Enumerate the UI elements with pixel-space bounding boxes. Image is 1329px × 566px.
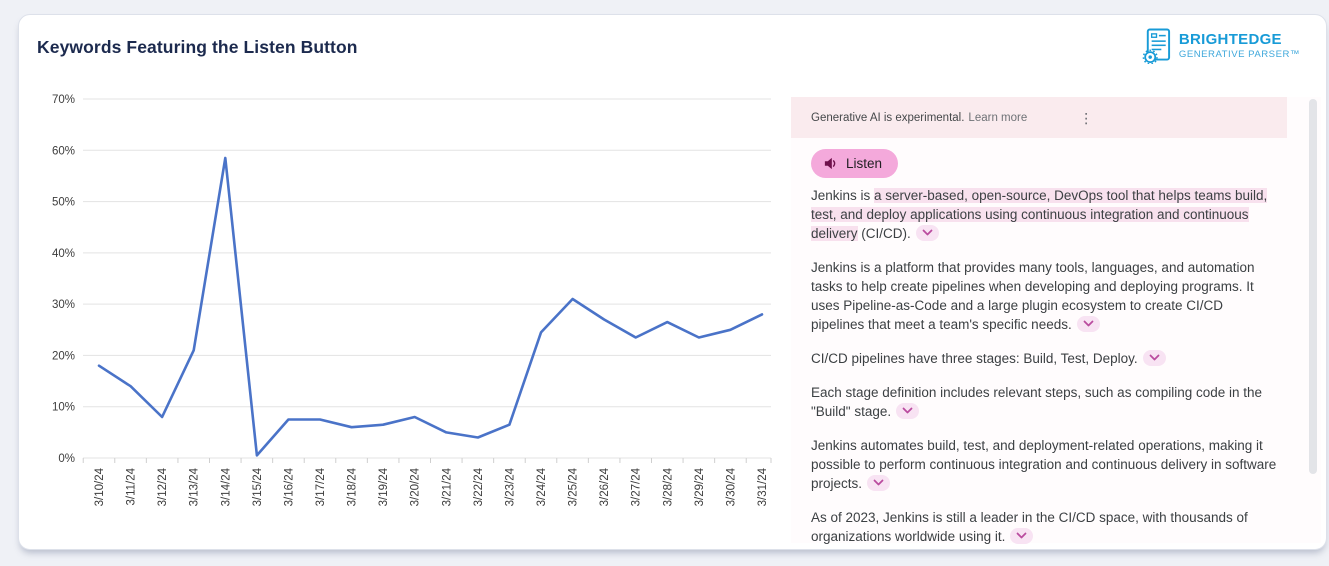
x-axis-label: 3/13/24 (189, 467, 201, 506)
listen-button[interactable]: Listen (811, 149, 899, 178)
answer-text: As of 2023, Jenkins is still a leader in… (811, 510, 1248, 544)
speaker-icon (824, 157, 836, 170)
plain-text: As of 2023, Jenkins is still a leader in… (811, 510, 1248, 544)
x-axis-label: 3/20/24 (410, 467, 422, 506)
answer-paragraph: CI/CD pipelines have three stages: Build… (811, 349, 1279, 368)
expand-chip[interactable] (896, 403, 920, 419)
y-axis-label: 70% (52, 94, 75, 106)
listen-label: Listen (846, 156, 883, 171)
x-axis-label: 3/10/24 (94, 467, 106, 506)
ai-answers: Jenkins is a server-based, open-source, … (811, 186, 1279, 561)
answer-text: Jenkins is a platform that provides many… (811, 260, 1255, 332)
brand-tagline: GENERATIVE PARSER™ (1178, 48, 1300, 60)
plain-text: Jenkins is a platform that provides many… (811, 260, 1255, 332)
plain-text: Each stage definition includes relevant … (811, 385, 1263, 419)
answer-text: Each stage definition includes relevant … (811, 385, 1262, 419)
x-axis-label: 3/18/24 (347, 467, 359, 506)
answer-text: Jenkins automates build, test, and deplo… (811, 438, 1276, 491)
x-axis-label: 3/25/24 (568, 467, 580, 506)
x-axis-label: 3/19/24 (378, 467, 390, 506)
x-axis-label: 3/22/24 (473, 467, 485, 506)
plain-text: (CI/CD). (857, 226, 911, 241)
expand-chip[interactable] (915, 225, 939, 241)
x-axis-label: 3/17/24 (315, 467, 327, 506)
answer-paragraph: As of 2023, Jenkins is still a leader in… (811, 508, 1279, 546)
chevron-down-icon (1016, 532, 1027, 539)
y-axis-label: 50% (52, 197, 75, 209)
x-axis-label: 3/26/24 (599, 467, 611, 506)
answer-paragraph: Each stage definition includes relevant … (811, 383, 1279, 421)
brand-name: BRIGHTEDGE (1178, 30, 1282, 48)
x-axis-label: 3/16/24 (283, 467, 295, 506)
page-title: Keywords Featuring the Listen Button (37, 37, 358, 57)
line-chart: 0% 10% 20% 30% 40% 50% 60% 70% 3/10/24 3/11/24 3/1… (52, 94, 772, 506)
y-axis-label: 60% (52, 145, 75, 157)
answer-text: CI/CD pipelines have three stages: Build… (811, 351, 1138, 366)
answer-paragraph: Jenkins automates build, test, and deplo… (811, 436, 1279, 493)
expand-chip[interactable] (1010, 528, 1034, 544)
plain-text: Jenkins automates build, test, and deplo… (811, 438, 1277, 491)
answer-paragraph: Jenkins is a server-based, open-source, … (811, 186, 1279, 243)
y-axis-label: 10% (52, 402, 75, 414)
chevron-down-icon (902, 407, 913, 414)
x-axis-label: 3/23/24 (504, 467, 516, 506)
learn-more-link[interactable]: Learn more (968, 111, 1028, 124)
data-series-line (97, 156, 764, 457)
chevron-down-icon (922, 229, 933, 236)
chevron-down-icon (1083, 320, 1094, 327)
x-axis-label: 3/30/24 (725, 467, 737, 506)
document-parser-icon (1142, 28, 1170, 64)
y-axis-label: 0% (58, 453, 75, 465)
x-axis-label: 3/11/24 (126, 467, 138, 505)
y-axis-label: 40% (52, 248, 75, 260)
expand-chip[interactable] (1142, 350, 1166, 366)
x-axis-label: 3/24/24 (536, 467, 548, 506)
x-axis-label: 3/28/24 (662, 467, 674, 506)
x-axis-label: 3/15/24 (252, 467, 264, 506)
overflow-menu-icon[interactable]: ⋮ (1079, 109, 1094, 126)
expand-chip[interactable] (867, 475, 891, 491)
x-axis-label: 3/14/24 (220, 467, 232, 506)
brand-logo: BRIGHTEDGE GENERATIVE PARSER™ (1141, 27, 1300, 64)
ai-overview-panel: Generative AI is experimental. Learn mor… (791, 97, 1321, 544)
chevron-down-icon (1149, 354, 1160, 361)
y-axis-label: 30% (52, 299, 75, 311)
answer-paragraph: Jenkins is a platform that provides many… (811, 258, 1279, 334)
report-card: Keywords Featuring the Listen Button BRI… (18, 14, 1327, 550)
answer-text: Jenkins is a server-based, open-source, … (811, 188, 1268, 241)
x-axis-label: 3/21/24 (441, 467, 453, 506)
panel-scrollbar[interactable] (1309, 99, 1317, 474)
plain-text: Jenkins is (811, 188, 875, 203)
chevron-down-icon (873, 479, 884, 486)
x-axis-label: 3/29/24 (694, 467, 706, 506)
plain-text: CI/CD pipelines have three stages: Build… (811, 351, 1138, 366)
x-axis-label: 3/27/24 (631, 467, 643, 506)
y-axis-label: 20% (52, 350, 75, 362)
brand-text: BRIGHTEDGE GENERATIVE PARSER™ (1179, 32, 1300, 60)
x-axis-label: 3/31/24 (757, 467, 769, 506)
x-axis-label: 3/12/24 (157, 467, 169, 506)
ai-disclaimer-bar: Generative AI is experimental. Learn mor… (791, 97, 1287, 138)
ai-disclaimer-text: Generative AI is experimental. (811, 111, 965, 124)
expand-chip[interactable] (1076, 316, 1100, 332)
